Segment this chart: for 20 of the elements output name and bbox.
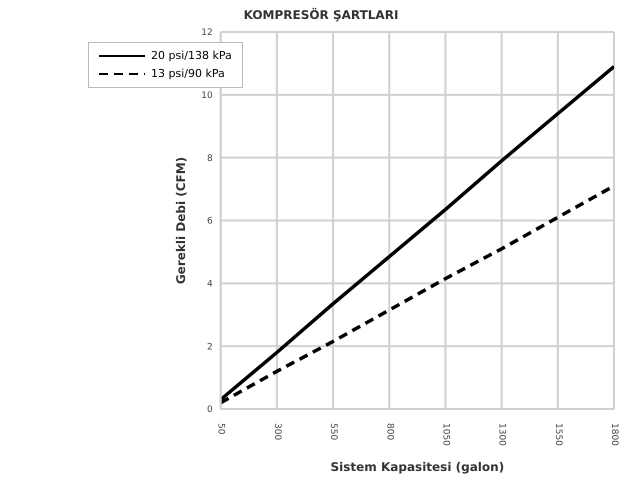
legend-label: 13 psi/90 kPa xyxy=(151,66,225,82)
y-tick-label: 10 xyxy=(201,91,213,102)
x-tick-label: 1300 xyxy=(496,423,507,446)
x-tick-label: 800 xyxy=(384,423,394,440)
y-tick-label: 6 xyxy=(206,216,213,227)
y-tick-label: 4 xyxy=(206,280,213,290)
y-tick-label: 12 xyxy=(201,28,213,38)
y-tick-label: 0 xyxy=(206,405,213,416)
x-tick-label: 1800 xyxy=(609,423,619,446)
y-axis-title: Gerekli Debi (CFM) xyxy=(174,156,188,284)
legend-label: 20 psi/138 kPa xyxy=(151,48,232,64)
y-tick-label: 2 xyxy=(206,342,213,352)
y-tick-label: 8 xyxy=(206,154,213,164)
x-tick-label: 300 xyxy=(272,423,282,440)
x-tick-label: 1050 xyxy=(440,423,450,446)
chart-title: KOMPRESÖR ŞARTLARI xyxy=(242,8,400,24)
x-tick-label: 550 xyxy=(328,423,338,440)
x-tick-label: 50 xyxy=(216,423,226,435)
x-tick-label: 1550 xyxy=(552,423,563,446)
x-axis-title: Sistem Kapasitesi (galon) xyxy=(330,460,504,474)
